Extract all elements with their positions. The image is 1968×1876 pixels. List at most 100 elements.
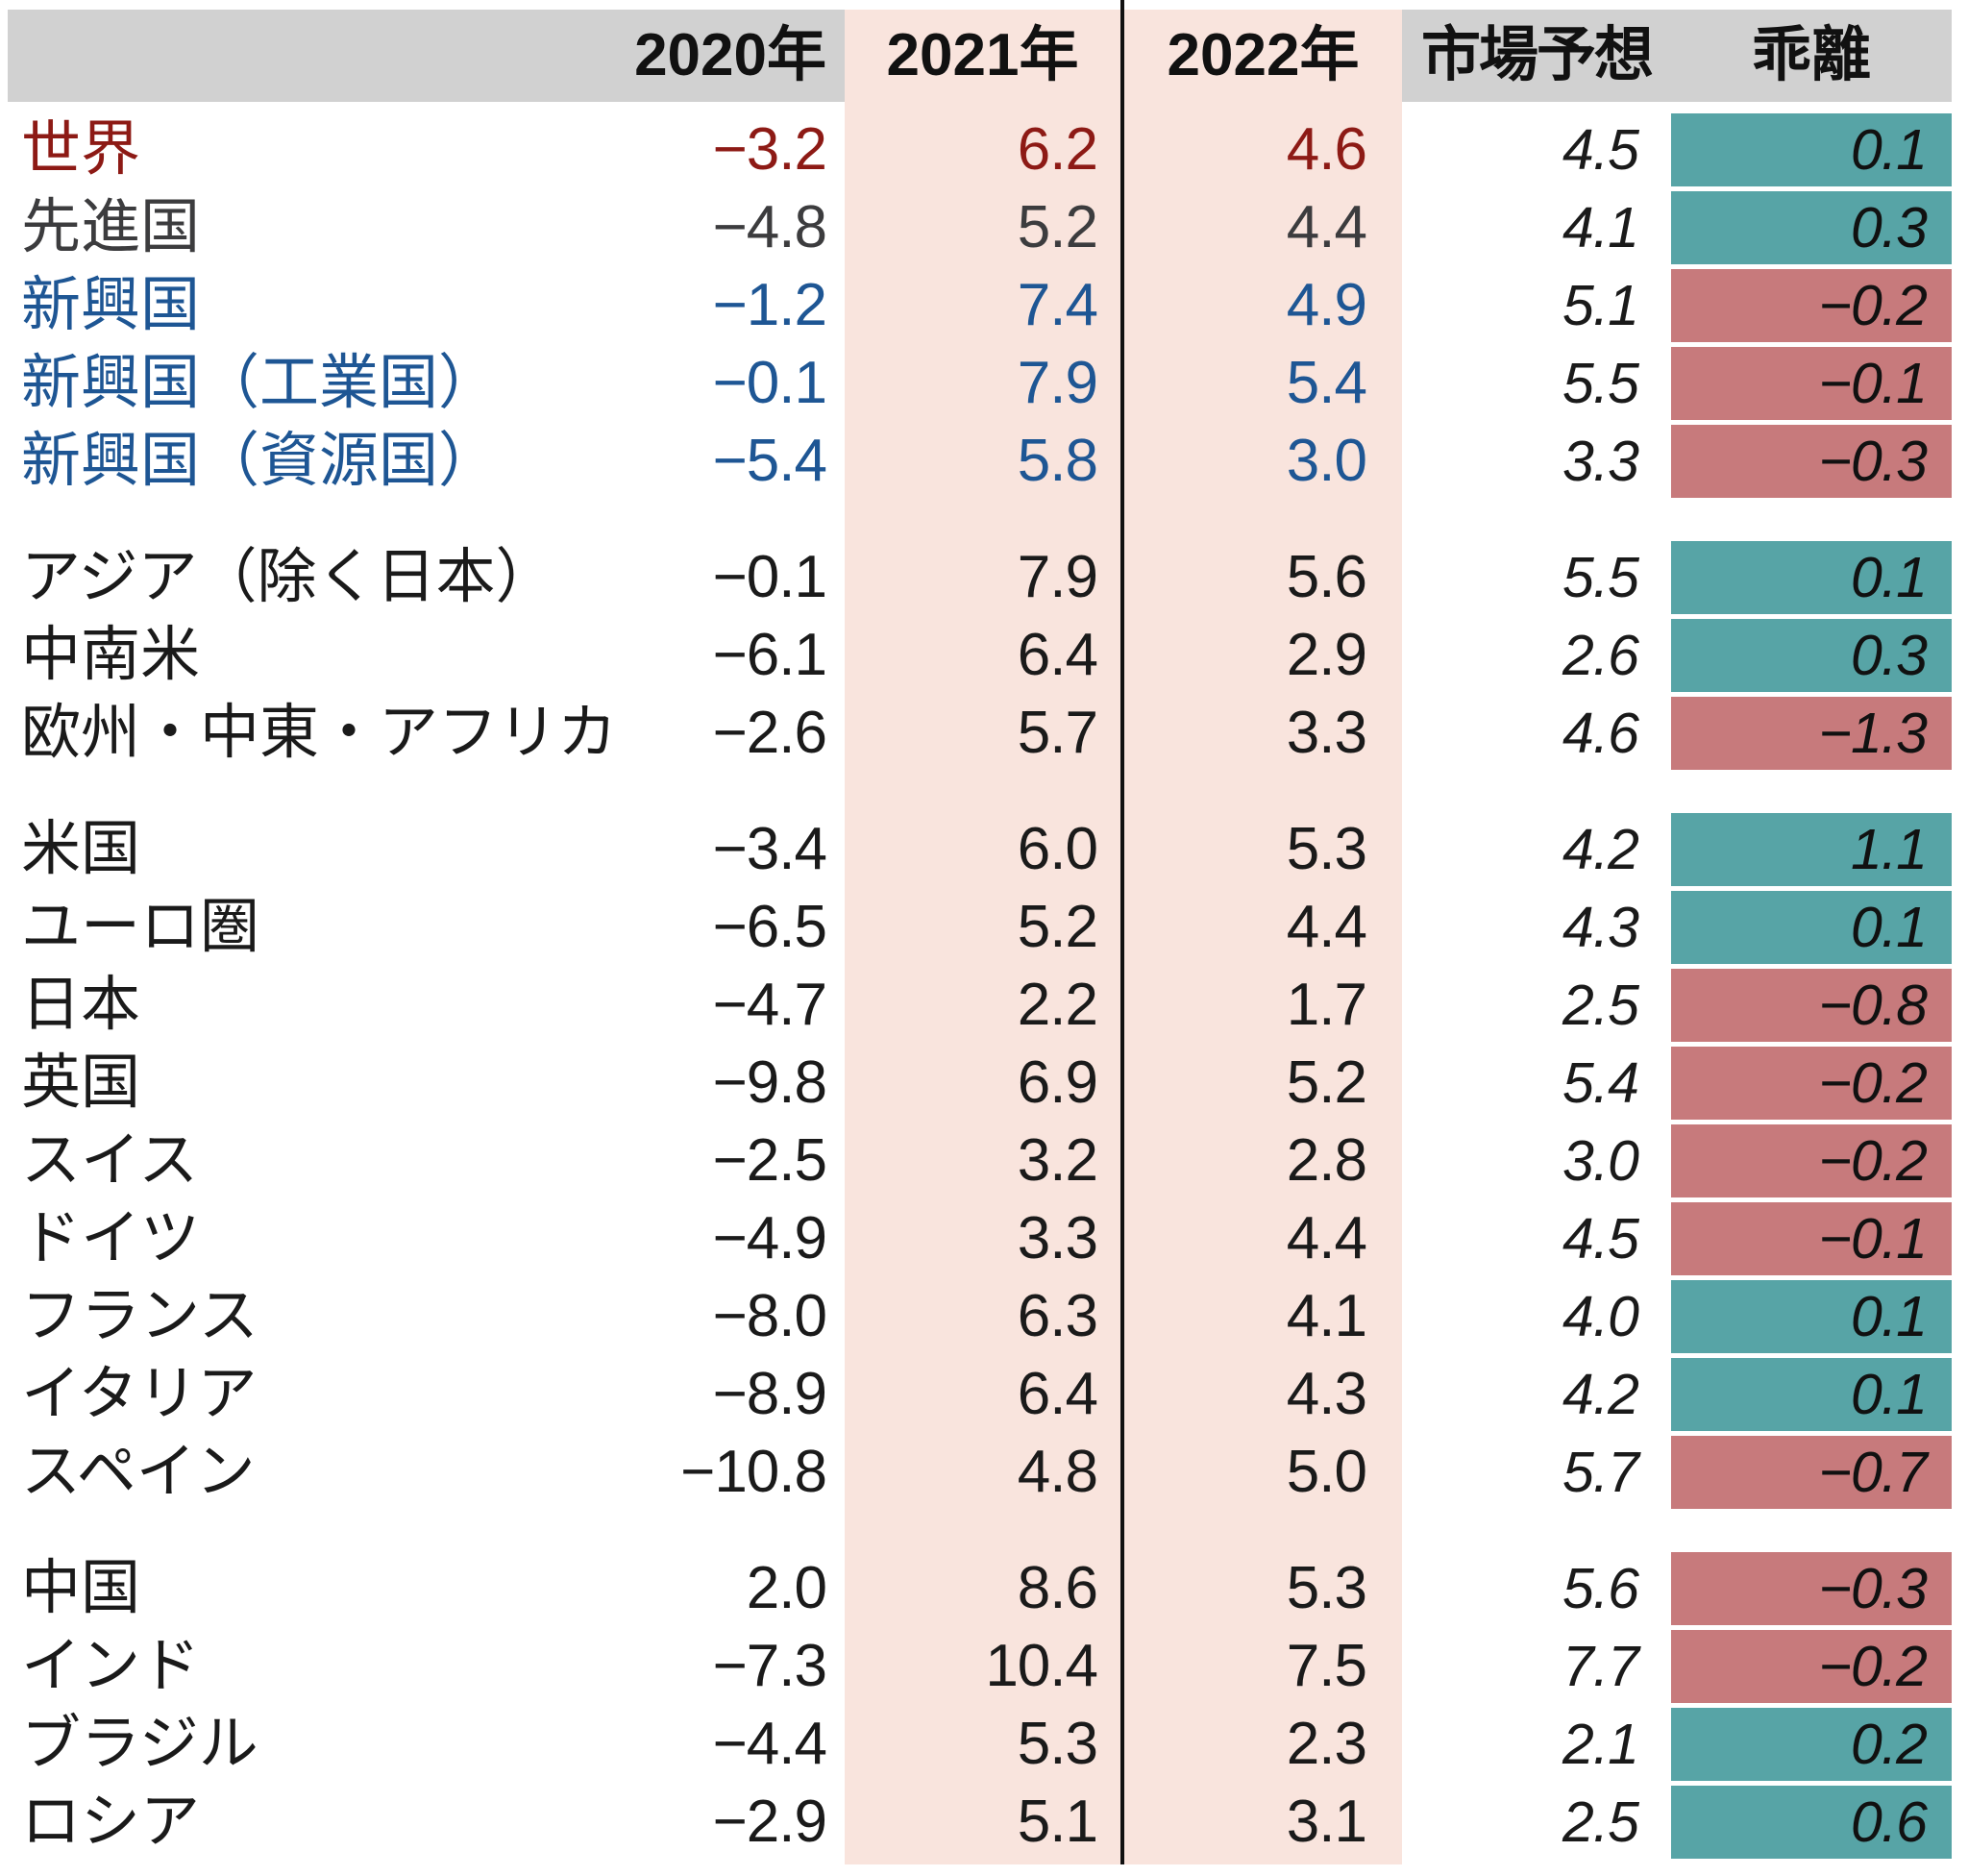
deviation-cell-positive: 0.1 xyxy=(1671,541,1952,614)
header-band-right xyxy=(1402,10,1952,102)
value-2021: 3.2 xyxy=(1017,1127,1098,1194)
table-row: 英国 −9.8 6.9 5.2 5.4 −0.2 xyxy=(0,1047,1968,1120)
value-deviation: −0.8 xyxy=(1818,974,1928,1037)
value-2022: 4.4 xyxy=(1286,1205,1367,1271)
value-market-forecast: 3.3 xyxy=(1562,430,1639,493)
value-deviation: −0.7 xyxy=(1818,1441,1928,1504)
year-2021-column-bg xyxy=(845,10,1120,1864)
deviation-cell-positive: 0.3 xyxy=(1671,619,1952,692)
table-row: ロシア −2.9 5.1 3.1 2.5 0.6 xyxy=(0,1786,1968,1859)
value-2022: 5.0 xyxy=(1286,1439,1367,1505)
value-2021: 6.4 xyxy=(1017,1361,1098,1427)
value-2020: −0.1 xyxy=(712,544,827,610)
value-2021: 4.8 xyxy=(1017,1439,1098,1505)
year-2022-column-bg xyxy=(1124,10,1402,1864)
value-market-forecast: 5.1 xyxy=(1562,274,1639,337)
value-2022: 2.9 xyxy=(1286,622,1367,688)
value-2020: −4.7 xyxy=(712,972,827,1038)
table-row: 先進国 −4.8 5.2 4.4 4.1 0.3 xyxy=(0,191,1968,264)
value-market-forecast: 4.1 xyxy=(1562,196,1639,259)
table-row: 欧州・中東・アフリカ −2.6 5.7 3.3 4.6 −1.3 xyxy=(0,697,1968,770)
value-deviation: 0.1 xyxy=(1850,896,1928,959)
value-market-forecast: 4.0 xyxy=(1562,1285,1639,1348)
value-2021: 5.3 xyxy=(1017,1711,1098,1777)
value-2022: 2.3 xyxy=(1286,1711,1367,1777)
value-market-forecast: 5.4 xyxy=(1562,1051,1639,1115)
table-row: ドイツ −4.9 3.3 4.4 4.5 −0.1 xyxy=(0,1202,1968,1275)
value-market-forecast: 7.7 xyxy=(1562,1635,1639,1698)
deviation-cell-positive: 0.1 xyxy=(1671,113,1952,186)
value-market-forecast: 4.2 xyxy=(1562,1363,1639,1426)
value-2022: 3.0 xyxy=(1286,428,1367,494)
row-label: 英国 xyxy=(21,1049,141,1116)
table-row: アジア（除く日本） −0.1 7.9 5.6 5.5 0.1 xyxy=(0,541,1968,614)
value-market-forecast: 2.5 xyxy=(1562,1790,1639,1854)
value-2022: 7.5 xyxy=(1286,1633,1367,1699)
value-2022: 2.8 xyxy=(1286,1127,1367,1194)
row-label: 新興国（工業国） xyxy=(21,350,499,416)
deviation-cell-negative: −0.8 xyxy=(1671,969,1952,1042)
value-2020: −4.4 xyxy=(712,1711,827,1777)
value-2022: 4.4 xyxy=(1286,894,1367,960)
row-label: フランス xyxy=(21,1283,258,1349)
value-market-forecast: 2.6 xyxy=(1562,624,1639,687)
value-market-forecast: 2.5 xyxy=(1562,974,1639,1037)
table-row: 世界 −3.2 6.2 4.6 4.5 0.1 xyxy=(0,113,1968,186)
value-2020: −9.8 xyxy=(712,1049,827,1116)
value-market-forecast: 5.7 xyxy=(1562,1441,1639,1504)
table-row: 中南米 −6.1 6.4 2.9 2.6 0.3 xyxy=(0,619,1968,692)
header-market-forecast: 市場予想 xyxy=(1420,22,1654,88)
value-2021: 10.4 xyxy=(985,1633,1098,1699)
value-market-forecast: 4.2 xyxy=(1562,818,1639,881)
deviation-cell-positive: 0.6 xyxy=(1671,1786,1952,1859)
value-2022: 4.4 xyxy=(1286,194,1367,260)
value-deviation: 0.3 xyxy=(1850,624,1928,687)
value-2020: −1.2 xyxy=(712,272,827,338)
value-2021: 5.8 xyxy=(1017,428,1098,494)
deviation-cell-negative: −0.2 xyxy=(1671,1124,1952,1197)
value-deviation: −0.2 xyxy=(1818,274,1928,337)
deviation-cell-positive: 0.1 xyxy=(1671,1358,1952,1431)
value-2020: −7.3 xyxy=(712,1633,827,1699)
value-2020: 2.0 xyxy=(746,1555,827,1621)
value-2022: 5.3 xyxy=(1286,816,1367,882)
deviation-cell-negative: −0.1 xyxy=(1671,347,1952,420)
value-2020: −3.4 xyxy=(712,816,827,882)
row-label: 先進国 xyxy=(21,194,201,260)
table-row: フランス −8.0 6.3 4.1 4.0 0.1 xyxy=(0,1280,1968,1353)
row-label: 世界 xyxy=(21,116,141,183)
value-market-forecast: 5.5 xyxy=(1562,546,1639,609)
value-market-forecast: 4.6 xyxy=(1562,702,1639,765)
value-2020: −8.0 xyxy=(712,1283,827,1349)
value-deviation: −0.2 xyxy=(1818,1129,1928,1193)
value-market-forecast: 3.0 xyxy=(1562,1129,1639,1193)
deviation-cell-positive: 1.1 xyxy=(1671,813,1952,886)
value-2021: 6.9 xyxy=(1017,1049,1098,1116)
deviation-cell-negative: −1.3 xyxy=(1671,697,1952,770)
column-divider-line xyxy=(1120,0,1124,1864)
value-2021: 6.3 xyxy=(1017,1283,1098,1349)
value-2022: 5.2 xyxy=(1286,1049,1367,1116)
value-2022: 5.3 xyxy=(1286,1555,1367,1621)
value-2021: 5.7 xyxy=(1017,700,1098,766)
value-market-forecast: 4.5 xyxy=(1562,1207,1639,1271)
deviation-cell-negative: −0.2 xyxy=(1671,1047,1952,1120)
value-2022: 5.6 xyxy=(1286,544,1367,610)
value-market-forecast: 2.1 xyxy=(1562,1713,1639,1776)
value-market-forecast: 4.3 xyxy=(1562,896,1639,959)
row-label: ブラジル xyxy=(21,1711,258,1777)
value-2020: −0.1 xyxy=(712,350,827,416)
value-market-forecast: 5.6 xyxy=(1562,1557,1639,1620)
value-deviation: −0.3 xyxy=(1818,1557,1928,1620)
deviation-cell-negative: −0.3 xyxy=(1671,1552,1952,1625)
value-2020: −4.9 xyxy=(712,1205,827,1271)
row-label: ユーロ圏 xyxy=(21,894,260,960)
value-2022: 3.1 xyxy=(1286,1789,1367,1855)
value-2020: −2.5 xyxy=(712,1127,827,1194)
row-label: 欧州・中東・アフリカ xyxy=(21,700,618,766)
row-label: イタリア xyxy=(21,1361,258,1427)
value-2022: 5.4 xyxy=(1286,350,1367,416)
row-label: インド xyxy=(21,1633,201,1699)
deviation-cell-positive: 0.3 xyxy=(1671,191,1952,264)
value-2021: 7.9 xyxy=(1017,544,1098,610)
